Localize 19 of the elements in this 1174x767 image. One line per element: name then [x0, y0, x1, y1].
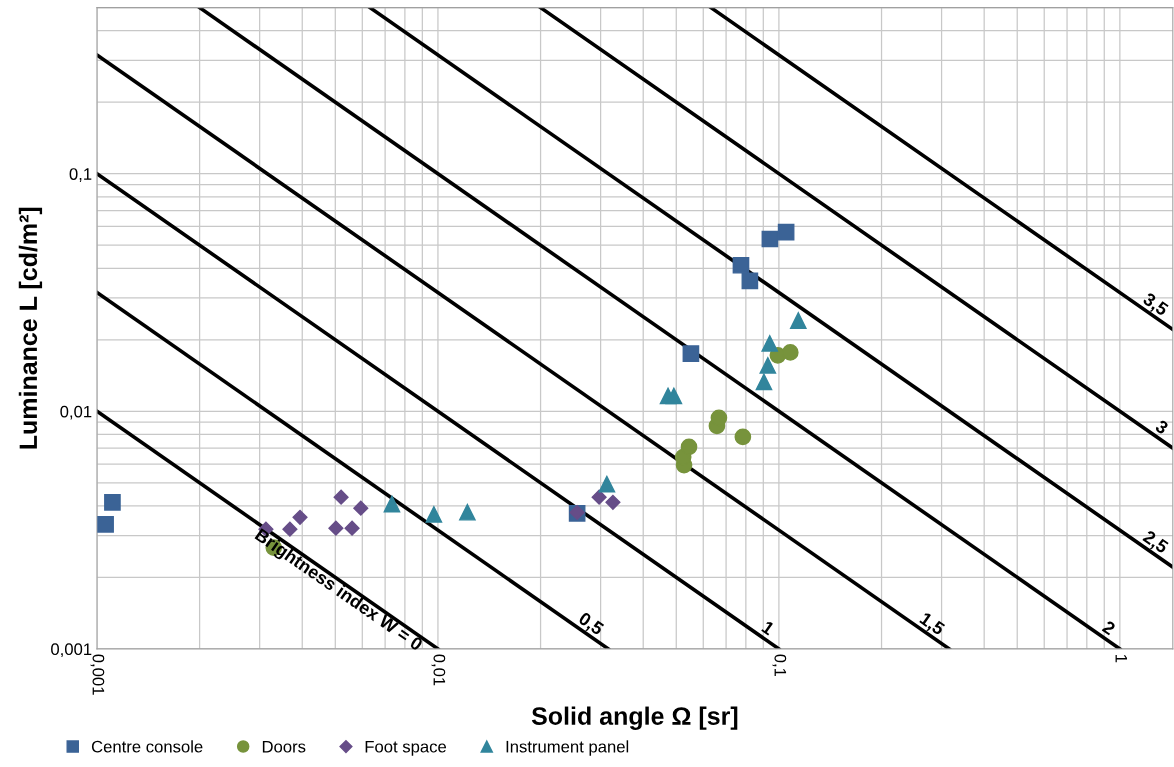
y-tick-label: 0,01 — [60, 405, 92, 420]
text: 1,5 — [917, 611, 946, 638]
text: 3,5 — [1140, 291, 1170, 319]
y-tick-label: 0,001 — [51, 643, 92, 658]
legend-label: Doors — [262, 740, 306, 753]
legend-label: Foot space — [365, 740, 447, 756]
y-axis-title: Luminance L [cd/m²] — [18, 207, 43, 449]
text: 0,5 — [576, 611, 605, 638]
text: 2 — [1101, 620, 1117, 636]
legend-label: Centre console — [91, 740, 203, 753]
text: 2,5 — [1140, 529, 1170, 556]
x-tick-label: 0,01 — [431, 654, 446, 686]
legend-label: Instrument panel — [506, 740, 629, 756]
x-tick-label: 1 — [1115, 655, 1128, 663]
text: 3 — [1154, 419, 1170, 435]
x-tick-label: 0,1 — [772, 654, 787, 677]
text: 1 — [761, 620, 776, 636]
x-axis-title: Solid angle Ω [sr] — [531, 706, 738, 730]
y-tick-label: 0,1 — [69, 168, 92, 182]
